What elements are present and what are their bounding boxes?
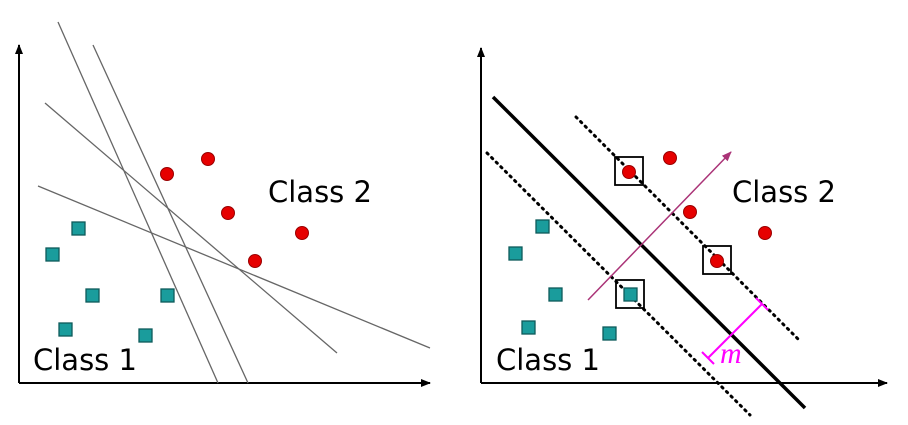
class2-circle: [221, 206, 235, 220]
class2-circle: [248, 254, 262, 268]
candidate-lines: [37, 21, 431, 384]
candidate-line: [37, 185, 431, 349]
support-vector-box: [614, 156, 644, 186]
left-class1-label: Class 1: [33, 343, 137, 377]
upper-margin-boundary: [574, 115, 802, 343]
class1-square: [623, 287, 638, 302]
class1-square: [58, 322, 73, 337]
candidate-line: [44, 102, 338, 354]
class1-square: [85, 288, 100, 303]
class1-square: [138, 328, 153, 343]
class2-circle: [160, 167, 174, 181]
class1-square: [521, 320, 536, 335]
right-class2-points: [622, 151, 772, 268]
margin-label: m: [720, 337, 742, 370]
right-class2-label: Class 2: [732, 175, 836, 209]
left-class1-points: [45, 221, 175, 343]
class1-square: [548, 287, 563, 302]
class1-square: [160, 288, 175, 303]
candidate-line: [57, 21, 219, 384]
normal-vector-arrow: [587, 151, 732, 301]
margin-marker: [701, 297, 769, 365]
optimal-hyperplane: [491, 95, 807, 410]
class1-square: [45, 247, 60, 262]
class1-square: [602, 326, 617, 341]
class2-circle: [622, 165, 636, 179]
candidate-line: [92, 44, 249, 384]
class2-circle: [683, 205, 697, 219]
class2-circle: [710, 254, 724, 268]
class1-square: [508, 246, 523, 261]
class1-square: [71, 221, 86, 236]
support-vector-box: [702, 245, 732, 275]
left-panel: Class 2 Class 1: [15, 21, 431, 387]
right-panel: Class 2 Class 1 m: [477, 47, 888, 417]
left-class2-label: Class 2: [268, 175, 372, 209]
class2-circle: [758, 226, 772, 240]
class1-square: [535, 219, 550, 234]
class2-circle: [663, 151, 677, 165]
class2-circle: [201, 152, 215, 166]
left-class2-points: [160, 152, 309, 268]
right-class1-points: [508, 219, 638, 341]
class2-circle: [295, 226, 309, 240]
support-vector-boxes: [614, 156, 732, 309]
right-class1-label: Class 1: [496, 343, 600, 377]
support-vector-box: [615, 279, 645, 309]
